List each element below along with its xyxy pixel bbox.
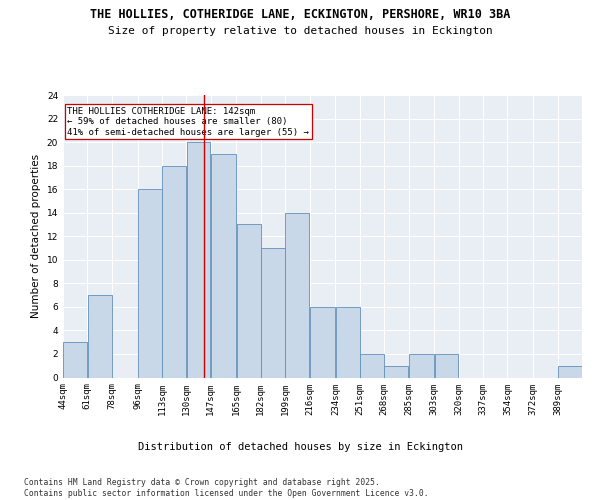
Bar bbox=[187, 142, 211, 378]
Bar bbox=[360, 354, 384, 378]
Bar bbox=[236, 224, 260, 378]
Text: Distribution of detached houses by size in Eckington: Distribution of detached houses by size … bbox=[137, 442, 463, 452]
Bar bbox=[434, 354, 458, 378]
Bar bbox=[558, 366, 582, 378]
Text: Size of property relative to detached houses in Eckington: Size of property relative to detached ho… bbox=[107, 26, 493, 36]
Text: Contains HM Land Registry data © Crown copyright and database right 2025.
Contai: Contains HM Land Registry data © Crown c… bbox=[24, 478, 428, 498]
Bar bbox=[385, 366, 409, 378]
Bar bbox=[335, 307, 359, 378]
Bar bbox=[63, 342, 87, 378]
Text: THE HOLLIES, COTHERIDGE LANE, ECKINGTON, PERSHORE, WR10 3BA: THE HOLLIES, COTHERIDGE LANE, ECKINGTON,… bbox=[90, 8, 510, 20]
Bar bbox=[286, 212, 310, 378]
Bar bbox=[211, 154, 236, 378]
Text: THE HOLLIES COTHERIDGE LANE: 142sqm
← 59% of detached houses are smaller (80)
41: THE HOLLIES COTHERIDGE LANE: 142sqm ← 59… bbox=[67, 107, 309, 136]
Y-axis label: Number of detached properties: Number of detached properties bbox=[31, 154, 41, 318]
Bar bbox=[88, 295, 112, 378]
Bar bbox=[162, 166, 186, 378]
Bar bbox=[261, 248, 285, 378]
Bar bbox=[138, 189, 162, 378]
Bar bbox=[310, 307, 335, 378]
Bar bbox=[409, 354, 434, 378]
